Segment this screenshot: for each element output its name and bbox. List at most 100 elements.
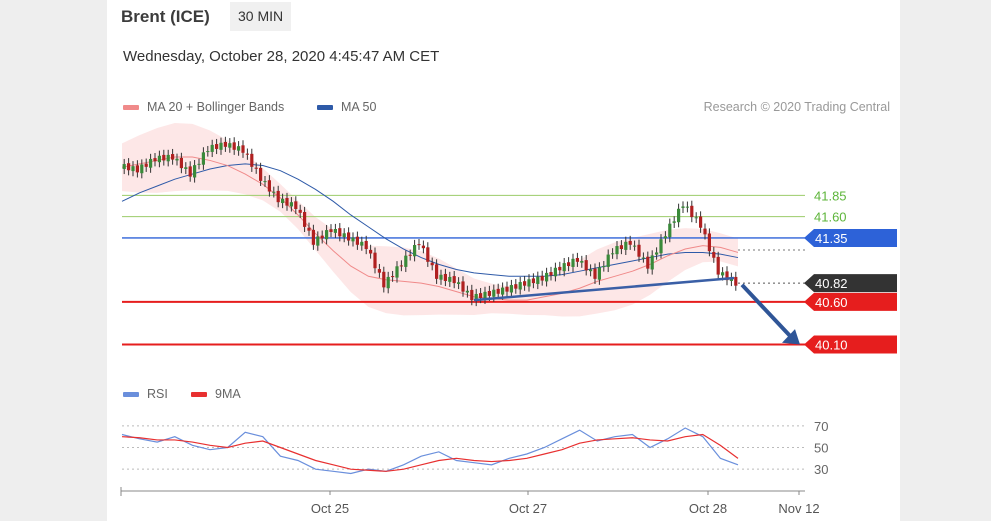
candle-body: [254, 167, 258, 169]
candle-body: [413, 244, 417, 257]
candle-body: [404, 255, 408, 267]
candle-body: [668, 223, 672, 238]
candle-body: [298, 209, 302, 213]
candle-body: [663, 236, 667, 239]
candle-body: [619, 245, 623, 250]
candle-body: [325, 230, 329, 240]
candle-body: [342, 233, 346, 238]
legend-rsi-label: RSI: [147, 387, 168, 401]
candle-body: [439, 274, 443, 280]
candle-body: [338, 228, 342, 237]
time-axis-label: Oct 27: [509, 501, 547, 516]
candle-body: [536, 276, 540, 284]
candle-body: [514, 284, 518, 289]
last-price-tag: [804, 274, 897, 293]
candle-body: [452, 276, 456, 284]
rsi-tick-label: 30: [814, 462, 828, 477]
candle-body: [637, 244, 641, 257]
candle-body: [734, 276, 738, 286]
candle-body: [329, 229, 333, 232]
rsi-tick-label: 70: [814, 419, 828, 434]
candle-body: [474, 293, 478, 301]
candle-body: [122, 164, 126, 169]
ma50-swatch-icon: [317, 105, 333, 111]
candle-body: [421, 245, 425, 249]
candle-body: [140, 164, 144, 174]
candle-body: [175, 158, 179, 161]
time-axis-label: Nov 12: [778, 501, 819, 516]
forecast-arrow-shaft: [740, 283, 792, 338]
candle-body: [540, 275, 544, 281]
candle-body: [628, 240, 632, 245]
candle-body: [633, 245, 637, 247]
candle-body: [584, 260, 588, 271]
candle-body: [549, 272, 553, 276]
candle-body: [602, 266, 606, 268]
candle-body: [527, 279, 531, 287]
pivot-tag: [804, 228, 897, 247]
copyright: Research © 2020 Trading Central: [703, 100, 890, 114]
candle-body: [307, 227, 311, 231]
candle-body: [351, 237, 355, 242]
candle-body: [171, 154, 175, 160]
candle-body: [417, 244, 421, 246]
candle-body: [364, 240, 368, 250]
candle-body: [232, 142, 236, 150]
candle-body: [641, 257, 645, 259]
candle-body: [448, 276, 452, 282]
candle-body: [289, 202, 293, 207]
instrument-title: Brent (ICE): [121, 7, 210, 26]
candle-body: [179, 157, 183, 169]
candle-body: [157, 155, 161, 163]
candle-body: [391, 276, 395, 278]
candle-body: [571, 258, 575, 267]
candle-body: [382, 271, 386, 288]
candle-body: [131, 166, 135, 172]
time-axis-label: Oct 28: [689, 501, 727, 516]
legend-rsi: RSI: [123, 387, 168, 401]
forecast-arrow-head: [782, 329, 800, 345]
candle-body: [492, 289, 496, 297]
candle-body: [589, 269, 593, 272]
candle-body: [333, 229, 337, 233]
candle-body: [725, 271, 729, 281]
candle-body: [479, 293, 483, 299]
9ma-swatch-icon: [191, 392, 207, 398]
candle-body: [347, 232, 351, 241]
candle-body: [509, 285, 513, 293]
candle-body: [624, 241, 628, 250]
candle-body: [597, 267, 601, 280]
candle-body: [144, 163, 148, 167]
timestamp: Wednesday, October 28, 2020 4:45:47 AM C…: [123, 48, 440, 65]
candle-body: [562, 263, 566, 272]
rsi-tick-label: 50: [814, 441, 828, 456]
candle-body: [228, 143, 232, 148]
candle-body: [699, 216, 703, 228]
candle-body: [685, 206, 689, 208]
candle-body: [153, 158, 157, 162]
candle-body: [206, 151, 210, 153]
candle-body: [294, 201, 298, 209]
timeframe-badge[interactable]: 30 MIN: [230, 2, 292, 31]
ma20-line: [121, 156, 739, 301]
candle-body: [483, 291, 487, 299]
ma20-swatch-icon: [123, 105, 139, 111]
candle-body: [263, 181, 267, 183]
candle-body: [716, 256, 720, 275]
candle-body: [215, 144, 219, 149]
resistance-label: 41.60: [814, 210, 847, 225]
candle-body: [250, 153, 254, 167]
candle-body: [650, 255, 654, 270]
rsi-9ma-line: [121, 433, 739, 472]
candle-body: [135, 165, 139, 173]
candle-body: [611, 253, 615, 255]
candle-body: [241, 145, 245, 153]
candle-body: [219, 142, 223, 150]
candle-body: [707, 233, 711, 252]
candle-body: [505, 286, 509, 292]
candle-body: [487, 290, 491, 296]
candle-body: [655, 252, 659, 255]
legend-9ma: 9MA: [191, 387, 241, 401]
candle-body: [712, 252, 716, 258]
candle-body: [399, 265, 403, 267]
